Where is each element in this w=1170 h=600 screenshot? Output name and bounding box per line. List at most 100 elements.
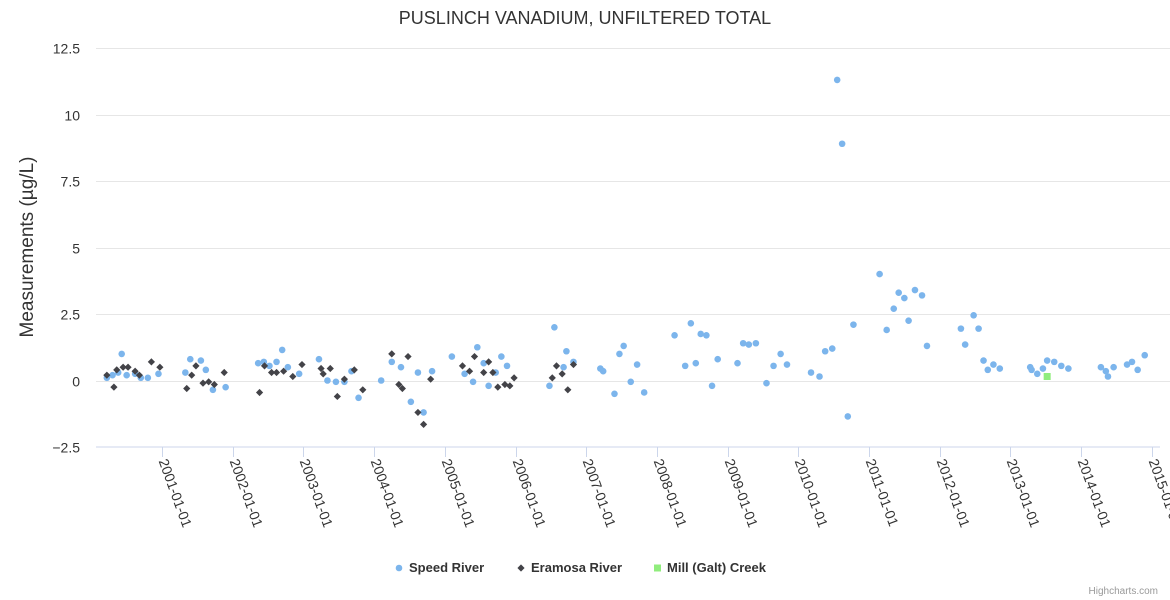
data-point[interactable] [118, 350, 126, 358]
data-point[interactable] [135, 371, 143, 379]
data-point[interactable] [844, 413, 852, 420]
data-point[interactable] [961, 341, 969, 348]
data-point[interactable] [905, 317, 912, 324]
data-point[interactable] [883, 326, 890, 334]
data-point[interactable] [420, 409, 427, 416]
data-point[interactable] [546, 382, 553, 390]
data-point[interactable] [448, 353, 456, 360]
data-point[interactable] [833, 76, 841, 84]
data-point[interactable] [340, 375, 349, 383]
data-point[interactable] [687, 320, 695, 327]
data-point[interactable] [918, 292, 926, 299]
data-point[interactable] [144, 374, 152, 382]
data-point[interactable] [501, 380, 509, 389]
data-point[interactable] [113, 366, 121, 374]
data-point[interactable] [273, 358, 280, 366]
data-point[interactable] [807, 369, 815, 376]
data-point[interactable] [616, 350, 623, 358]
data-point[interactable] [681, 362, 689, 370]
data-point[interactable] [923, 342, 931, 350]
data-point[interactable] [697, 330, 705, 338]
data-point[interactable] [1043, 373, 1051, 381]
data-point[interactable] [210, 380, 218, 389]
data-point[interactable] [469, 378, 477, 386]
data-point[interactable] [103, 371, 111, 379]
data-point[interactable] [752, 339, 760, 347]
data-point[interactable] [470, 352, 479, 361]
data-point[interactable] [315, 355, 323, 363]
data-point[interactable] [209, 386, 217, 394]
data-point[interactable] [816, 373, 823, 380]
data-point[interactable] [611, 390, 618, 398]
data-point[interactable] [397, 363, 405, 371]
data-point[interactable] [510, 374, 518, 382]
data-point[interactable] [332, 378, 340, 386]
data-point[interactable] [1128, 358, 1136, 366]
data-point[interactable] [295, 370, 303, 378]
data-point[interactable] [110, 383, 118, 391]
data-point[interactable] [109, 371, 116, 379]
data-point[interactable] [770, 362, 777, 370]
data-point[interactable] [123, 371, 130, 379]
legend-item[interactable]: Speed River [395, 560, 484, 575]
data-point[interactable] [1028, 366, 1035, 374]
data-point[interactable] [124, 363, 132, 371]
data-point[interactable] [319, 370, 327, 378]
data-point[interactable] [395, 380, 403, 389]
data-point[interactable] [876, 270, 883, 278]
data-point[interactable] [222, 383, 229, 391]
legend-item[interactable]: Mill (Galt) Creek [654, 560, 767, 575]
data-point[interactable] [267, 368, 276, 377]
data-point[interactable] [485, 358, 493, 366]
data-point[interactable] [560, 363, 567, 371]
data-point[interactable] [220, 368, 228, 377]
data-point[interactable] [404, 352, 412, 361]
data-point[interactable] [489, 368, 497, 377]
data-point[interactable] [975, 325, 982, 332]
data-point[interactable] [708, 382, 716, 390]
data-point[interactable] [272, 368, 281, 377]
data-point[interactable] [428, 367, 436, 375]
data-point[interactable] [407, 398, 415, 406]
data-point[interactable] [326, 364, 334, 373]
data-point[interactable] [990, 361, 997, 368]
data-point[interactable] [280, 367, 288, 375]
data-point[interactable] [503, 362, 511, 370]
data-point[interactable] [192, 362, 200, 370]
data-point[interactable] [398, 384, 406, 393]
data-point[interactable] [895, 289, 902, 297]
data-point[interactable] [970, 312, 977, 319]
data-point[interactable] [569, 360, 578, 369]
data-point[interactable] [465, 367, 474, 375]
data-point[interactable] [494, 383, 502, 391]
data-point[interactable] [260, 362, 269, 370]
data-point[interactable] [1043, 357, 1051, 364]
data-point[interactable] [388, 350, 396, 358]
data-point[interactable] [783, 361, 791, 368]
data-point[interactable] [1033, 370, 1041, 378]
data-point[interactable] [388, 358, 396, 366]
data-point[interactable] [1102, 367, 1110, 375]
data-point[interactable] [317, 364, 325, 373]
data-point[interactable] [458, 362, 467, 370]
data-point[interactable] [714, 355, 722, 363]
data-point[interactable] [620, 342, 627, 350]
data-point[interactable] [996, 365, 1004, 372]
data-point[interactable] [289, 372, 297, 381]
data-point[interactable] [419, 420, 428, 428]
data-point[interactable] [197, 357, 205, 364]
data-point[interactable] [633, 361, 641, 368]
data-point[interactable] [414, 369, 422, 376]
data-point[interactable] [1110, 363, 1117, 371]
data-point[interactable] [640, 389, 648, 396]
data-point[interactable] [188, 371, 196, 379]
data-point[interactable] [777, 350, 784, 358]
data-point[interactable] [266, 362, 273, 370]
data-point[interactable] [155, 370, 162, 378]
data-point[interactable] [284, 363, 292, 371]
data-point[interactable] [182, 369, 189, 376]
data-point[interactable] [1104, 373, 1112, 380]
data-point[interactable] [1123, 361, 1131, 368]
data-point[interactable] [627, 378, 635, 386]
data-point[interactable] [147, 358, 155, 366]
